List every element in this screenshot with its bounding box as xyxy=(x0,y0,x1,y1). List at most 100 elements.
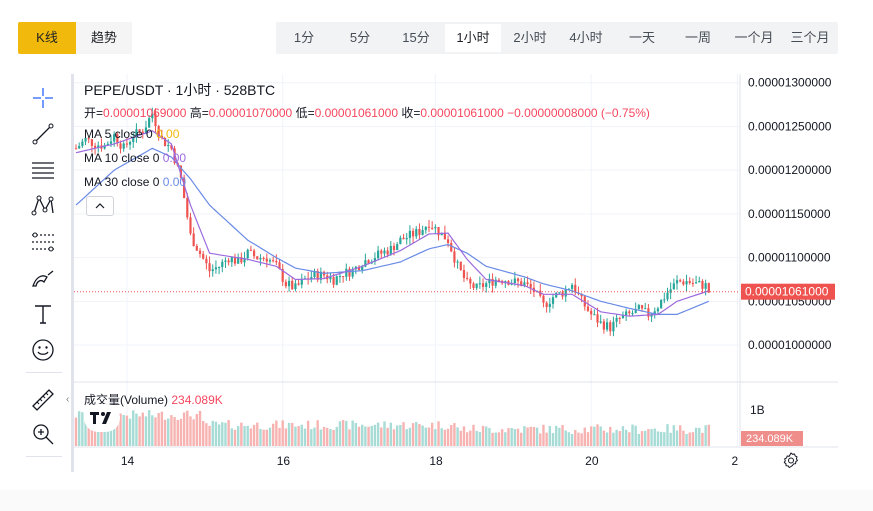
ma30-legend[interactable]: MA 30 close 0 0.00 xyxy=(84,175,186,189)
interval-1mo[interactable]: 一个月 xyxy=(734,30,774,45)
candle-body xyxy=(357,266,361,270)
interval-15m[interactable]: 15分 xyxy=(402,30,430,45)
volume-bar xyxy=(287,422,291,446)
text-icon xyxy=(35,305,51,324)
volume-bar xyxy=(364,426,367,446)
candle-body xyxy=(628,311,631,314)
interval-1m[interactable]: 1分 xyxy=(293,30,315,45)
candle-body xyxy=(351,269,354,277)
volume-bar xyxy=(443,429,447,446)
volume-bar xyxy=(612,432,615,446)
candle-body xyxy=(214,267,218,270)
ma5-legend[interactable]: MA 5 close 0 0.00 xyxy=(84,127,179,141)
horizontal-lines-tool[interactable] xyxy=(18,155,68,185)
interval-1h[interactable]: 1小时 xyxy=(445,24,501,52)
volume-bar xyxy=(698,427,701,446)
pattern-tool[interactable] xyxy=(18,191,68,221)
candlestick-chart[interactable]: 0.00001300000 0.00001250000 0.00001200000 0… xyxy=(0,0,873,490)
volume-bar xyxy=(341,420,345,446)
interval-1d[interactable]: 一天 xyxy=(628,30,655,45)
candle-body xyxy=(237,257,240,264)
candle-body xyxy=(596,314,599,323)
volume-bar xyxy=(558,427,561,446)
volume-bar xyxy=(650,429,653,446)
volume-bar xyxy=(176,419,179,446)
candle-body xyxy=(621,315,625,319)
ma5-value: 0.00 xyxy=(156,127,180,141)
volume-tick-label: 1B xyxy=(750,403,765,417)
volume-bar xyxy=(262,429,265,446)
candle-body xyxy=(211,269,214,272)
legend-collapse-button[interactable] xyxy=(86,196,114,216)
candle-body xyxy=(634,309,637,314)
zoom-in-tool[interactable] xyxy=(18,419,68,449)
candle-body xyxy=(135,129,138,138)
candle-body xyxy=(580,293,583,297)
volume-bar xyxy=(532,426,536,446)
volume-bar xyxy=(427,427,431,446)
candle-body xyxy=(221,261,224,267)
ruler-tool[interactable] xyxy=(18,385,68,415)
volume-bar xyxy=(93,418,97,446)
volume-bar xyxy=(602,430,606,446)
current-volume-tag xyxy=(741,431,803,446)
volume-bar xyxy=(481,425,485,446)
volume-bar xyxy=(227,420,230,446)
candle-body xyxy=(367,260,370,264)
chevron-left-icon[interactable]: ‹ xyxy=(66,394,70,405)
crosshair-tool[interactable] xyxy=(18,83,68,113)
interval-3mo[interactable]: 三个月 xyxy=(790,30,830,45)
volume-bar xyxy=(179,418,183,446)
interval-1w[interactable]: 一周 xyxy=(684,30,711,45)
candle-body xyxy=(84,137,87,142)
candle-body xyxy=(605,322,609,330)
price-tick-label: 0.00001300000 xyxy=(748,76,832,90)
volume-bar xyxy=(516,428,520,446)
volume-bar xyxy=(332,429,335,446)
volume-bar xyxy=(415,422,418,446)
volume-bar xyxy=(542,424,545,446)
candle-body xyxy=(154,113,157,127)
fib-tool[interactable] xyxy=(18,227,68,257)
interval-5m[interactable]: 5分 xyxy=(349,30,371,45)
volume-bar xyxy=(609,426,612,446)
tab-kline[interactable]: K线 xyxy=(18,22,76,54)
candle-body xyxy=(275,260,278,263)
volume-bar xyxy=(647,429,650,446)
volume-bar xyxy=(583,427,586,446)
candle-body xyxy=(472,283,475,288)
volume-label: 成交量(Volume) xyxy=(84,393,169,407)
toolbar-separator xyxy=(26,456,62,457)
settings-gear-icon[interactable] xyxy=(783,452,799,468)
brush-tool[interactable] xyxy=(18,263,68,293)
candle-body xyxy=(408,230,411,238)
chevron-up-icon xyxy=(95,203,105,209)
candle-body xyxy=(208,263,211,272)
volume-bar xyxy=(688,432,691,446)
candle-body xyxy=(548,303,551,308)
toolbar-divider xyxy=(71,74,74,472)
ma10-legend[interactable]: MA 10 close 0 0.00 xyxy=(84,151,186,165)
candle-body xyxy=(125,143,128,145)
volume-bar xyxy=(561,424,564,446)
candle-body xyxy=(701,280,704,289)
text-tool[interactable] xyxy=(18,299,68,329)
candle-body xyxy=(618,317,621,319)
volume-bar xyxy=(615,429,618,446)
price-tick-label: 0.00001000000 xyxy=(748,338,832,352)
volume-bar xyxy=(478,431,482,446)
volume-bar xyxy=(494,432,497,446)
candle-body xyxy=(491,278,494,286)
interval-4h[interactable]: 4小时 xyxy=(569,30,603,45)
candle-body xyxy=(459,261,462,271)
tab-trend[interactable]: 趋势 xyxy=(76,22,132,54)
volume-bar xyxy=(77,411,81,446)
volume-bar xyxy=(303,428,307,446)
interval-2h[interactable]: 2小时 xyxy=(513,30,547,45)
trend-line-tool[interactable] xyxy=(18,119,68,149)
emoji-tool[interactable] xyxy=(18,335,68,365)
time-tick-label: 14 xyxy=(121,454,135,468)
volume-bar xyxy=(233,429,237,446)
candle-body xyxy=(132,137,135,143)
candle-body xyxy=(87,137,90,140)
